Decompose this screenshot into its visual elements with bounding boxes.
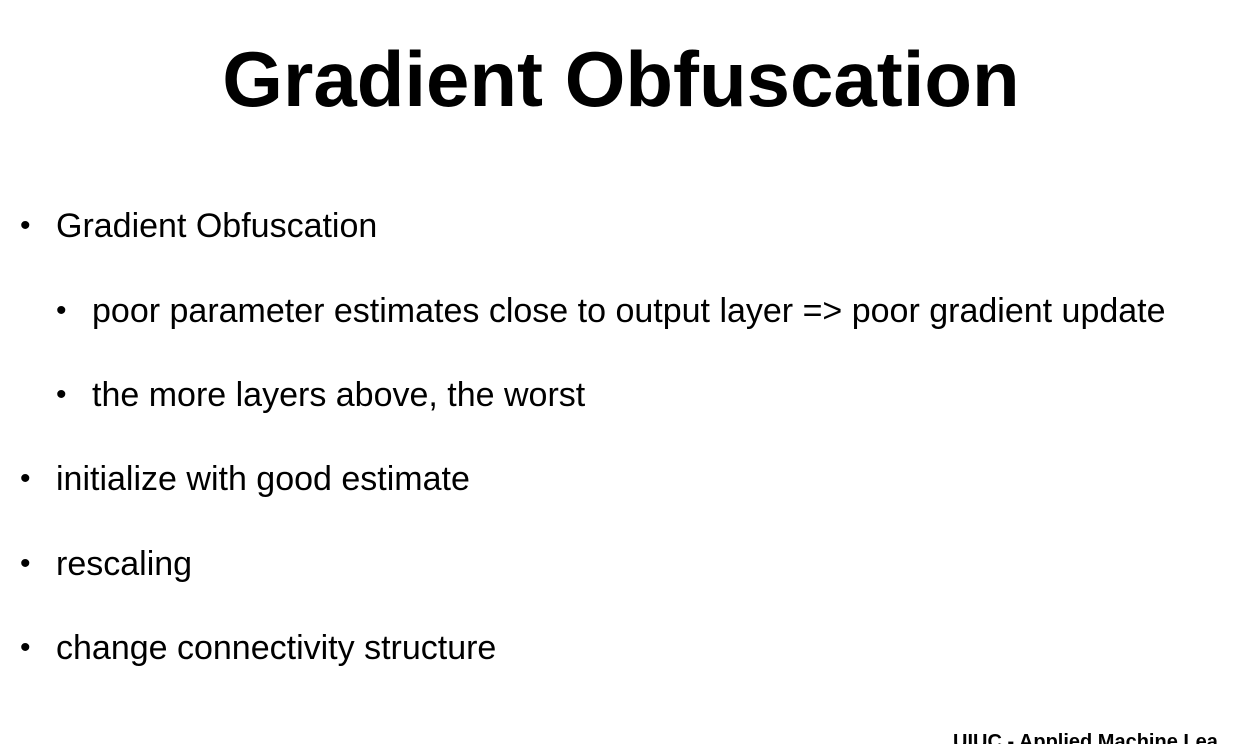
bullet-dot-icon: • — [20, 547, 31, 580]
bullet-item-change-connectivity: • change connectivity structure — [20, 628, 497, 668]
slide-footer: UIUC - Applied Machine Lea — [953, 731, 1218, 744]
bullet-item-gradient-obfuscation: • Gradient Obfuscation — [20, 206, 378, 246]
bullet-text: the more layers above, the worst — [92, 376, 586, 414]
bullet-item-rescaling: • rescaling — [20, 544, 193, 584]
bullet-dot-icon: • — [20, 209, 31, 242]
bullet-item-initialize: • initialize with good estimate — [20, 459, 470, 499]
bullet-dot-icon: • — [56, 378, 67, 411]
bullet-text: rescaling — [56, 545, 193, 583]
bullet-dot-icon: • — [20, 631, 31, 664]
bullet-dot-icon: • — [56, 294, 67, 327]
bullet-text: Gradient Obfuscation — [56, 207, 378, 245]
sub-bullet-item-more-layers: • the more layers above, the worst — [56, 375, 586, 415]
bullet-text: poor parameter estimates close to output… — [92, 292, 1166, 330]
bullet-text: change connectivity structure — [56, 629, 497, 667]
bullet-text: initialize with good estimate — [56, 460, 470, 498]
sub-bullet-item-poor-parameter-estimates: • poor parameter estimates close to outp… — [56, 291, 1166, 331]
bullet-dot-icon: • — [20, 462, 31, 495]
slide-title: Gradient Obfuscation — [222, 35, 1020, 123]
